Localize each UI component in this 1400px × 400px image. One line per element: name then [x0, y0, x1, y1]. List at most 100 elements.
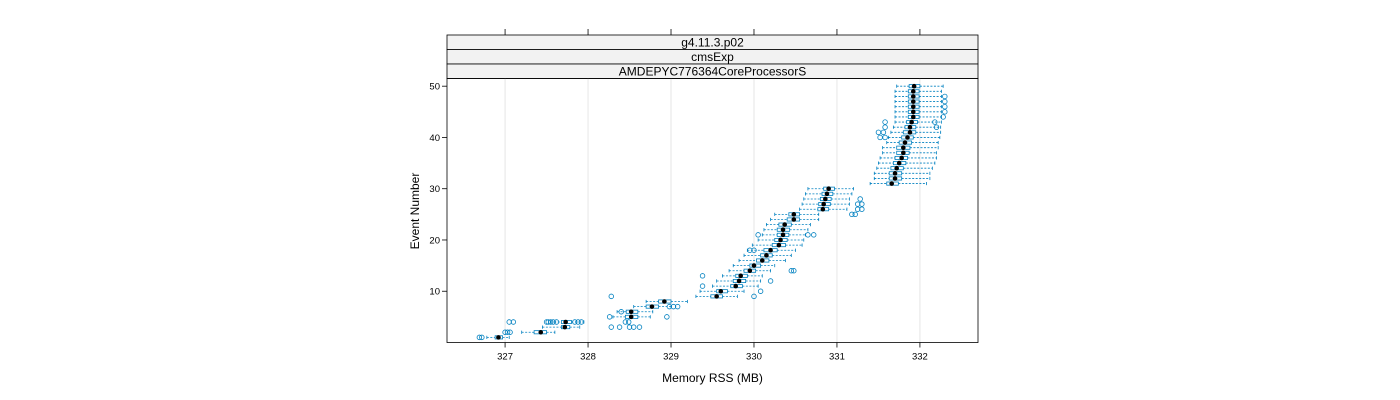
- x-tick-label: 329: [663, 352, 679, 363]
- median-dot: [899, 155, 904, 161]
- boxplot-event: [716, 278, 762, 284]
- top-axis-ticks: [504, 29, 921, 35]
- boxplot-event: [894, 114, 942, 120]
- boxplot-event: [890, 130, 942, 135]
- median-dot: [910, 104, 916, 109]
- x-tick-label: 330: [746, 352, 762, 363]
- boxplot-event: [876, 165, 933, 171]
- x-axis: 327 328 329 330 331 332: [497, 342, 928, 363]
- median-dot: [759, 258, 765, 263]
- outlier-point: [699, 273, 706, 279]
- y-tick-label: 30: [429, 184, 440, 195]
- boxplot-event: [869, 181, 927, 186]
- outlier-point: [636, 324, 643, 330]
- boxplot-event: [542, 324, 581, 330]
- outlier-point: [849, 211, 855, 218]
- boxplot-event: [896, 83, 944, 89]
- boxplot-event: [894, 89, 942, 94]
- boxplot-event: [738, 258, 786, 263]
- median-dot: [892, 176, 898, 181]
- outlier-point: [553, 319, 560, 325]
- median-dot: [896, 160, 902, 166]
- outlier-point: [942, 109, 948, 115]
- median-dot: [901, 150, 906, 156]
- outlier-point: [626, 324, 633, 330]
- outlier-point: [859, 201, 865, 207]
- median-dot: [562, 324, 568, 330]
- outlier-point: [933, 124, 940, 130]
- outlier-point: [877, 134, 883, 141]
- boxplot-event: [645, 299, 689, 304]
- outlier-point: [608, 293, 614, 300]
- outlier-point: [504, 329, 511, 335]
- outlier-point: [751, 247, 757, 253]
- boxplot-event: [774, 212, 820, 217]
- boxplot-event: [770, 217, 820, 222]
- outlier-point: [664, 314, 670, 320]
- outlier-point: [548, 319, 554, 325]
- median-dot: [496, 335, 501, 340]
- outlier-point: [608, 324, 614, 330]
- y-axis-title: Event Number: [408, 173, 422, 250]
- outlier-point: [479, 334, 485, 341]
- outlier-point: [882, 119, 888, 125]
- outlier-point: [788, 268, 795, 274]
- boxplot-event: [722, 273, 763, 279]
- x-tick-label: 332: [912, 352, 928, 363]
- outlier-point: [811, 232, 817, 238]
- median-dot: [901, 145, 906, 151]
- outlier-point: [875, 129, 882, 136]
- outlier-point: [880, 129, 887, 136]
- y-tick-label: 20: [429, 235, 440, 246]
- outlier-point: [767, 278, 774, 284]
- median-dot: [894, 165, 899, 171]
- x-tick-label: 328: [580, 352, 596, 363]
- strip-panel-2: cmsExp: [446, 49, 979, 65]
- outlier-point: [854, 201, 861, 207]
- median-dot: [791, 212, 797, 217]
- median-dot: [902, 140, 908, 145]
- median-dot: [628, 309, 634, 315]
- median-dot: [826, 186, 831, 192]
- boxplot-event: [712, 283, 759, 289]
- y-tick-label: 40: [429, 133, 440, 144]
- median-dot: [780, 232, 786, 238]
- strip-panel-1: g4.11.3.p02: [446, 34, 979, 50]
- median-dot: [764, 253, 769, 258]
- outlier-point: [670, 303, 677, 310]
- median-dot: [911, 83, 917, 89]
- outlier-point: [618, 309, 624, 315]
- median-dot: [910, 99, 916, 104]
- boxplot-event: [732, 263, 776, 268]
- y-tick-label: 10: [429, 287, 440, 298]
- median-dot: [824, 191, 830, 197]
- outlier-point: [755, 232, 761, 238]
- median-dot: [910, 89, 916, 94]
- outlier-point: [857, 196, 863, 202]
- boxplot-event: [873, 171, 931, 176]
- boxplot-event: [873, 176, 931, 181]
- median-dot: [780, 227, 786, 233]
- median-dot: [736, 278, 742, 284]
- median-dot: [820, 206, 826, 212]
- outlier-point: [506, 319, 512, 325]
- boxplot-event: [882, 145, 939, 151]
- boxplot-event: [894, 109, 942, 115]
- outlier-point: [606, 314, 613, 320]
- median-dot: [909, 119, 914, 125]
- boxplot-event: [699, 288, 745, 294]
- outlier-point: [805, 232, 811, 238]
- boxplot-event: [743, 253, 792, 258]
- median-dot: [910, 114, 916, 120]
- boxplot-event: [633, 304, 672, 309]
- outlier-point: [666, 303, 673, 310]
- boxplot-event: [886, 140, 939, 145]
- median-dot: [889, 181, 895, 186]
- boxplot-event: [892, 124, 942, 130]
- y-tick-label: 50: [429, 82, 440, 93]
- outlier-point: [942, 93, 948, 100]
- outlier-point: [932, 119, 938, 125]
- outlier-point: [747, 247, 753, 253]
- median-dot: [907, 124, 913, 130]
